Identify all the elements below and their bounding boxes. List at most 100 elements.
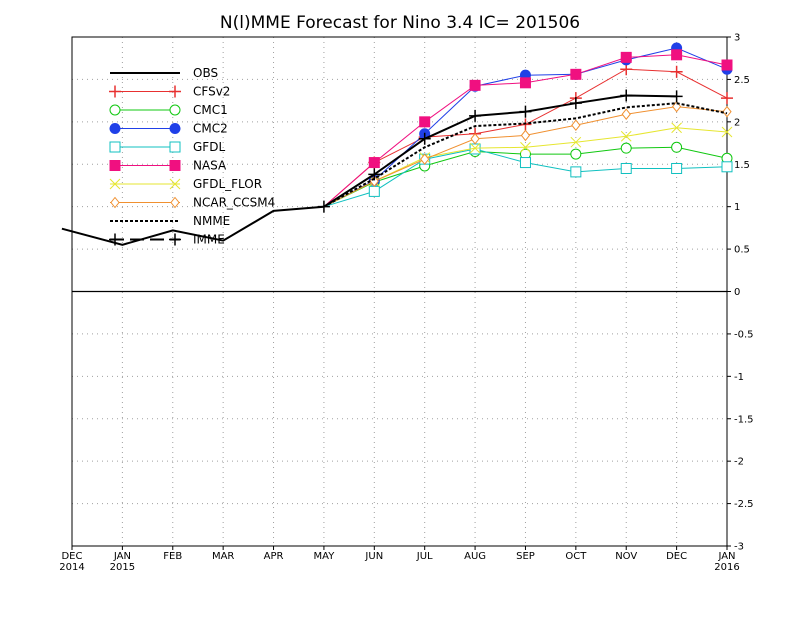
- data-point: [169, 85, 181, 98]
- legend: OBS CFSv2 CMC1 CMC2 GFDL NASA GFDL_FLOR NCAR_CC…: [109, 66, 275, 247]
- legend-label: NMME: [193, 214, 230, 228]
- x-tick-label: APR: [264, 551, 284, 562]
- data-point: [620, 142, 632, 154]
- data-point: [570, 68, 582, 80]
- legend-entry: OBS: [110, 66, 218, 80]
- legend-label: GFDL: [193, 140, 225, 154]
- data-point: [418, 132, 431, 145]
- x-tick-label: MAR: [212, 551, 234, 562]
- y-tick-label: 1.5: [734, 160, 750, 171]
- legend-entry: GFDL_FLOR: [109, 177, 262, 191]
- y-tick-label: 2: [734, 117, 740, 128]
- y-tick-label: 0: [734, 287, 740, 298]
- data-point: [169, 178, 181, 190]
- y-tick-label: -0.5: [734, 329, 754, 340]
- data-point: [469, 142, 481, 154]
- x-tick-label: FEB: [163, 551, 182, 562]
- x-tick-label: JUL: [416, 551, 433, 562]
- data-point: [520, 141, 531, 153]
- data-point: [109, 104, 121, 116]
- legend-label: CMC2: [193, 122, 228, 136]
- data-point: [110, 196, 120, 209]
- data-point: [169, 104, 181, 116]
- x-tick-year-label: 2014: [59, 562, 84, 573]
- data-point: [109, 233, 121, 246]
- data-point: [570, 166, 582, 178]
- x-tick-year-label: 2015: [110, 562, 135, 573]
- legend-entry: NCAR_CCSM4: [110, 196, 275, 210]
- x-tick-label: SEP: [516, 551, 535, 562]
- grid-layer: [72, 37, 727, 546]
- y-tick-label: 2.5: [734, 75, 750, 86]
- data-point: [569, 97, 582, 110]
- legend-entry: NASA: [109, 159, 227, 173]
- data-point: [620, 130, 632, 142]
- data-point: [368, 157, 380, 169]
- data-point: [571, 119, 581, 132]
- series-nasa: [323, 49, 733, 208]
- data-point: [169, 141, 181, 153]
- y-tick-label: 3: [734, 33, 740, 44]
- data-point: [570, 148, 582, 160]
- x-tick-label: DEC: [61, 551, 82, 562]
- legend-label: NASA: [193, 159, 227, 173]
- data-point: [671, 141, 683, 153]
- data-point: [721, 126, 733, 138]
- y-tick-label: 0.5: [734, 245, 750, 256]
- data-point: [169, 123, 181, 134]
- x-tick-label: MAY: [314, 551, 336, 562]
- data-point: [620, 89, 633, 102]
- x-tick-label: JAN: [113, 551, 131, 562]
- y-tick-label: -2.5: [734, 499, 754, 510]
- data-point: [519, 105, 532, 118]
- ticks-layer: 32.521.510.50-0.5-1-1.5-2-2.5-3DEC2014JA…: [59, 33, 753, 574]
- data-point: [519, 77, 531, 89]
- data-point: [469, 109, 482, 122]
- legend-entry: CFSv2: [109, 85, 230, 99]
- y-tick-label: -3: [734, 542, 744, 553]
- data-point: [469, 79, 481, 91]
- legend-entry: CMC2: [109, 122, 228, 136]
- data-point: [519, 157, 531, 169]
- series-line: [323, 102, 728, 208]
- data-point: [169, 160, 181, 171]
- data-point: [420, 153, 430, 165]
- data-point: [170, 196, 180, 209]
- data-point: [671, 49, 683, 61]
- y-tick-label: 1: [734, 202, 740, 213]
- data-point: [419, 116, 431, 128]
- series-nmme: [323, 102, 728, 208]
- legend-entry: CMC1: [109, 103, 228, 117]
- data-point: [109, 85, 121, 98]
- data-point: [670, 90, 683, 103]
- data-point: [368, 168, 381, 181]
- data-point: [109, 178, 121, 190]
- x-tick-label: AUG: [464, 551, 486, 562]
- data-point: [169, 233, 181, 246]
- x-tick-label: OCT: [565, 551, 587, 562]
- y-tick-label: -1.5: [734, 414, 754, 425]
- legend-entry: IMME: [109, 233, 225, 247]
- legend-label: OBS: [193, 66, 218, 80]
- x-tick-year-label: 2016: [714, 562, 739, 573]
- legend-label: CMC1: [193, 103, 228, 117]
- data-point: [721, 59, 733, 71]
- data-point: [670, 65, 683, 78]
- data-point: [368, 185, 380, 197]
- data-point: [520, 129, 531, 142]
- chart-title: N(l)MME Forecast for Nino 3.4 IC= 201506: [220, 13, 580, 33]
- x-tick-label: JAN: [717, 551, 735, 562]
- series-line: [323, 94, 677, 208]
- series-imme: [317, 89, 683, 213]
- series-line: [61, 205, 324, 246]
- data-point: [109, 160, 121, 171]
- legend-label: NCAR_CCSM4: [193, 196, 275, 210]
- data-point: [671, 162, 683, 174]
- legend-entry: NMME: [110, 214, 230, 228]
- legend-label: GFDL_FLOR: [193, 177, 262, 191]
- y-tick-label: -2: [734, 457, 744, 468]
- data-point: [722, 105, 732, 118]
- legend-label: IMME: [193, 233, 225, 247]
